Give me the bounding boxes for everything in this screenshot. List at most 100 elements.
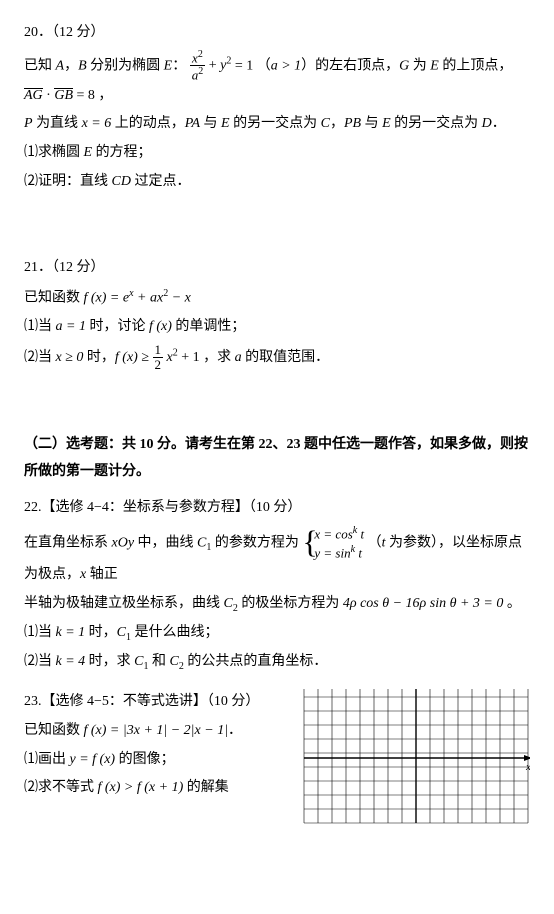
half: 12 (153, 343, 164, 373)
t: ⑴当 (24, 625, 56, 640)
text: = 8 (73, 88, 98, 103)
fx: f (x) (149, 319, 172, 334)
t: ⑵当 (24, 654, 56, 669)
text: 的上顶点， (439, 58, 513, 73)
t: 的图像； (115, 752, 175, 767)
t: 是什么曲线； (131, 625, 219, 640)
t: + 1 (178, 350, 203, 365)
var-D: D (482, 116, 492, 131)
c: C (224, 596, 233, 611)
problem-20: 20．（12 分） 已知 A，B 分别为椭圆 E： x2 a2 + y2 = 1… (24, 20, 530, 195)
t: 。 (507, 596, 521, 611)
t: 在直角坐标系 (24, 535, 112, 550)
c: C (197, 535, 206, 550)
c: C (134, 654, 143, 669)
t: 中，曲线 (134, 535, 197, 550)
p22-q1: ⑴当 k = 1 时，C1 是什么曲线； (24, 620, 530, 647)
t: 已知函数 (24, 290, 84, 305)
fraction-x2-a2: x2 a2 (190, 49, 206, 83)
p21-q1: ⑴当 a = 1 时，讨论 f (x) 的单调性； (24, 314, 530, 341)
var-E5: E (84, 145, 93, 160)
text: ， (64, 58, 78, 73)
problem-21: 21．（12 分） 已知函数 f (x) = ex + ax2 − x ⑴当 a… (24, 255, 530, 372)
problem-20-header: 20．（12 分） (24, 20, 530, 47)
cond: a = 1 (56, 319, 86, 334)
problem-23: yx 23.【选修 4−5：不等式选讲】（10 分） 已知函数 f (x) = … (24, 689, 530, 834)
cond: a > 1 (271, 58, 301, 73)
var-E3: E (221, 116, 230, 131)
vec-GB: GB (54, 88, 73, 103)
text: ： (172, 58, 186, 73)
p22-line2: 半轴为极轴建立极坐标系，曲线 C2 的极坐标方程为 4ρ cos θ − 16ρ… (24, 591, 530, 618)
var-P: P (24, 116, 33, 131)
var-G: G (399, 58, 409, 73)
text: 为直线 (33, 116, 82, 131)
t: ⑴求椭圆 (24, 145, 84, 160)
t: ⑴当 (24, 319, 56, 334)
p20-q1: ⑴求椭圆 E 的方程； (24, 140, 530, 167)
r1: x = cos (314, 526, 352, 541)
text: 为 (409, 58, 430, 73)
grid-svg: yx (300, 689, 530, 834)
var-C: C (321, 116, 330, 131)
cond: k = 4 (56, 654, 86, 669)
t: ． (228, 723, 242, 738)
t: 和 (149, 654, 170, 669)
text: ， (330, 116, 344, 131)
section-2-title: （二）选考题：共 10 分。请考生在第 22、23 题中任选一题作答，如果多做，… (24, 432, 530, 485)
t: 的取值范围． (242, 350, 330, 365)
problem-22-header: 22.【选修 4−4：坐标系与参数方程】（10 分） (24, 495, 530, 522)
p22-line1: 在直角坐标系 xOy 中，曲线 C1 的参数方程为 x = cosk t y =… (24, 524, 530, 589)
text: 的另一交点为 (230, 116, 321, 131)
text: 与 (200, 116, 221, 131)
c: C (117, 625, 126, 640)
t: ⑴画出 (24, 752, 70, 767)
t: 的参数方程为 (211, 535, 302, 550)
t: ⑵当 (24, 350, 56, 365)
a: a (235, 350, 242, 365)
xoy: xOy (112, 535, 135, 550)
t: 轴正 (86, 567, 118, 582)
t: 的解集 (183, 780, 229, 795)
p21-q2: ⑵当 x ≥ 0 时，f (x) ≥ 12 x2 + 1 ，求 a 的取值范围． (24, 343, 530, 373)
t: 半轴为极轴建立极坐标系，曲线 (24, 596, 224, 611)
text: 的另一交点为 (391, 116, 482, 131)
p22-q2: ⑵当 k = 4 时，求 C1 和 C2 的公共点的直角坐标． (24, 649, 530, 676)
vec-AG: AG (24, 88, 43, 103)
t: + ax (134, 290, 164, 305)
t: − x (168, 290, 191, 305)
var-E4: E (382, 116, 391, 131)
d: 2 (153, 358, 164, 372)
var-E: E (164, 58, 173, 73)
t: 过定点． (131, 174, 191, 189)
param-system: x = cosk t y = sink t (302, 524, 364, 562)
p21-line1: 已知函数 f (x) = ex + ax2 − x (24, 284, 530, 312)
var-CD: CD (112, 174, 131, 189)
t: 时， (85, 625, 117, 640)
svg-text:x: x (525, 761, 530, 773)
var-PB: PB (344, 116, 361, 131)
tv: t (355, 546, 362, 561)
p20-q2: ⑵证明：直线 CD 过定点． (24, 169, 530, 196)
problem-22: 22.【选修 4−4：坐标系与参数方程】（10 分） 在直角坐标系 xOy 中，… (24, 495, 530, 675)
coordinate-grid: yx (300, 689, 530, 834)
text: ）的左右顶点， (301, 58, 399, 73)
yfx: y = f (x) (70, 752, 116, 767)
problem-21-header: 21．（12 分） (24, 255, 530, 282)
text: 上的动点， (111, 116, 185, 131)
fx: f (x) ≥ (115, 350, 153, 365)
cond: k = 1 (56, 625, 86, 640)
t: 已知函数 (24, 723, 84, 738)
n: 1 (153, 343, 164, 358)
text: + y2 (209, 58, 232, 73)
t: x (163, 350, 173, 365)
t: ⑵求不等式 (24, 780, 98, 795)
cond: x ≥ 0 (56, 350, 84, 365)
p20-line2: P 为直线 x = 6 上的动点，PA 与 E 的另一交点为 C，PB 与 E … (24, 111, 530, 138)
var-A: A (56, 58, 65, 73)
text: = 1 (231, 58, 256, 73)
var-E2: E (430, 58, 439, 73)
t: 的方程； (92, 145, 152, 160)
fx: f (x) = e (84, 290, 130, 305)
text: ， (98, 88, 112, 103)
